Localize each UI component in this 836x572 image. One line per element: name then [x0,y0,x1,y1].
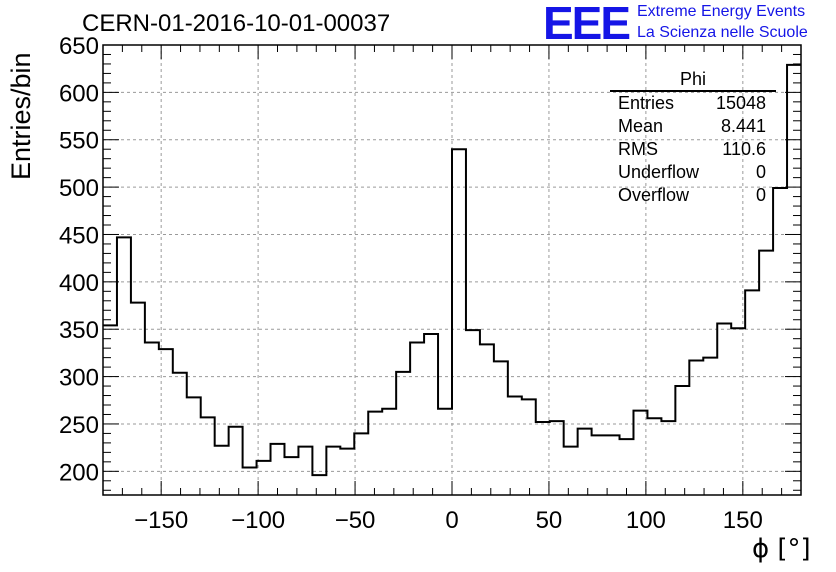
y-tick-label: 600 [59,80,99,107]
stats-row-entries: Entries 15048 [610,92,776,115]
stats-row-underflow: Underflow 0 [610,161,776,184]
y-tick-label: 450 [59,222,99,249]
stats-label: Overflow [618,185,690,205]
chart-title: CERN-01-2016-10-01-00037 [82,10,391,37]
stats-value: 110.6 [722,139,766,159]
y-axis-label: Entries/bin [6,52,36,180]
x-tick-label: 100 [626,507,666,534]
logo-text-line2: La Scienza nelle Scuole [637,24,808,41]
x-tick-label: −50 [335,507,376,534]
y-tick-label: 500 [59,175,99,202]
stats-value: 0 [755,185,766,205]
stats-value: 8.441 [720,116,766,136]
stats-row-overflow: Overflow 0 [610,184,776,207]
stats-value: 15048 [715,93,766,113]
y-tick-label: 300 [59,365,99,392]
y-tick-label: 200 [59,459,99,486]
stats-box: Phi Entries 15048 Mean 8.441 RMS 110.6 U… [610,68,776,208]
stats-label: Underflow [618,162,700,182]
stats-label: Mean [618,116,664,136]
y-tick-label: 350 [59,317,99,344]
x-tick-label: −150 [134,507,188,534]
y-tick-label: 550 [59,128,99,155]
x-tick-label: 50 [536,507,563,534]
y-tick-label: 650 [59,33,99,60]
stats-label: Entries [618,93,675,113]
eee-logo: EEE [543,0,631,49]
tick-labels: −150 −100 −50 0 50 100 150 200 250 300 350 400 450 50… [59,33,763,534]
y-tick-label: 400 [59,270,99,297]
x-tick-label: 150 [723,507,763,534]
stats-row-rms: RMS 110.6 [610,138,776,161]
x-tick-label: −100 [231,507,285,534]
stats-value: 0 [755,162,766,182]
stats-title: Phi [610,68,776,92]
x-tick-label: 0 [445,507,458,534]
x-axis-label: ϕ [°] [752,534,811,564]
stats-row-mean: Mean 8.441 [610,115,776,138]
y-tick-label: 250 [59,412,99,439]
axis-ticks [102,44,802,495]
histogram-series [103,63,801,477]
stats-label: RMS [618,139,658,159]
logo-text-line1: Extreme Energy Events [637,3,806,20]
plot-frame [102,44,802,496]
